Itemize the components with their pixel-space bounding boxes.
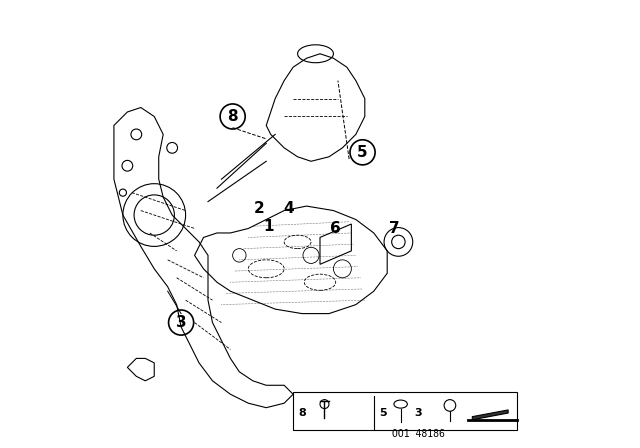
Text: 3: 3 [176,315,186,330]
Text: 5: 5 [357,145,368,160]
Text: 8: 8 [298,408,306,418]
Text: 4: 4 [284,201,294,216]
Text: 1: 1 [263,219,274,234]
Text: 3: 3 [415,408,422,418]
Text: 5: 5 [379,408,387,418]
Text: OO1 48186: OO1 48186 [392,429,445,439]
Text: 8: 8 [227,109,238,124]
Text: 2: 2 [254,201,265,216]
Bar [293,392,517,430]
Polygon shape [472,410,508,420]
Text: 6: 6 [330,221,341,236]
Text: 7: 7 [388,221,399,236]
